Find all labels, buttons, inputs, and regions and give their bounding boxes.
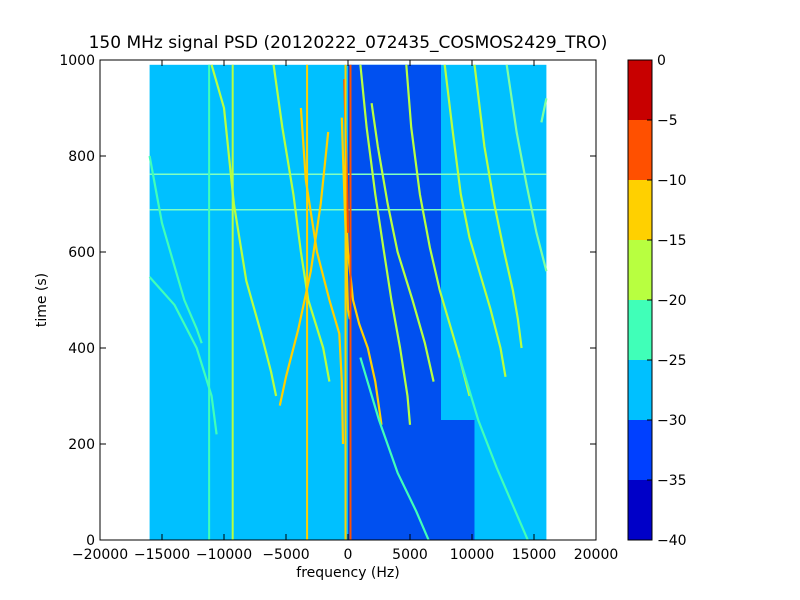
colorbar-tick-label: −40 — [657, 533, 687, 549]
colorbar-tick-label: −5 — [657, 113, 678, 129]
heatmap-trace-6 — [278, 131, 330, 406]
colorbar-band — [628, 60, 652, 120]
heatmap-trace-11 — [370, 103, 435, 382]
colorbar-band — [628, 240, 652, 300]
colorbar-band — [628, 360, 652, 420]
y-tick-label: 1000 — [59, 53, 95, 69]
x-axis-label: frequency (Hz) — [296, 565, 399, 581]
chart-title: 150 MHz signal PSD (20120222_072435_COSM… — [89, 33, 608, 53]
heatmap-trace-16 — [540, 98, 548, 123]
heatmap-trace-3 — [210, 64, 278, 397]
x-tick-label: 15000 — [512, 547, 557, 563]
x-axis: −20000 −15000 −10000 −5000 0 5000 10000 15000 20… — [72, 60, 618, 563]
x-tick-label: 20000 — [574, 547, 619, 563]
y-tick-label: 800 — [68, 149, 95, 165]
x-tick-label: 10000 — [450, 547, 495, 563]
x-tick-label: 0 — [344, 547, 353, 563]
heatmap-trace-18 — [458, 357, 529, 540]
spectrogram-layer — [148, 64, 548, 540]
colorbar-band — [628, 120, 652, 180]
colorbar: 0 −5 −10 −15 −20 −25 −30 −35 −40 — [627, 53, 687, 549]
y-tick-label: 400 — [68, 341, 95, 357]
heatmap-trace-7 — [343, 165, 383, 425]
heatmap-region-1 — [348, 64, 441, 540]
y-tick-label: 200 — [68, 437, 95, 453]
y-tick-label: 0 — [86, 533, 95, 549]
x-tick-label: −15000 — [134, 547, 190, 563]
heatmap-trace-15 — [505, 64, 548, 272]
colorbar-tick-label: −20 — [657, 293, 687, 309]
heatmap-trace-2 — [148, 155, 203, 344]
colorbar-band — [628, 180, 652, 240]
heatmap-trace-10 — [359, 64, 412, 425]
y-axis: 0 200 400 600 800 1000 — [59, 53, 596, 549]
x-tick-label: −20000 — [72, 547, 128, 563]
colorbar-tick-label: −15 — [657, 233, 687, 249]
heatmap-trace-14 — [473, 64, 523, 349]
colorbar-tick-label: −10 — [657, 173, 687, 189]
y-axis-label: time (s) — [34, 273, 50, 327]
colorbar-band — [628, 420, 652, 480]
colorbar-band — [628, 480, 652, 540]
heatmap-trace-1 — [148, 276, 218, 435]
colorbar-tick-label: −35 — [657, 473, 687, 489]
heatmap-region-2 — [441, 420, 475, 540]
heatmap-trace-17 — [359, 357, 430, 540]
heatmap-trace-13 — [443, 64, 507, 377]
x-tick-label: −10000 — [196, 547, 252, 563]
heatmap-trace-4 — [272, 64, 331, 382]
colorbar-tick-label: −30 — [657, 413, 687, 429]
colorbar-tick-label: 0 — [657, 53, 666, 69]
heatmap-trace-12 — [405, 64, 471, 397]
colorbar-band — [628, 300, 652, 360]
colorbar-tick-label: −25 — [657, 353, 687, 369]
heatmap-trace-5 — [299, 107, 345, 445]
x-tick-label: −5000 — [262, 547, 309, 563]
y-tick-label: 600 — [68, 245, 95, 261]
x-tick-label: 5000 — [392, 547, 428, 563]
